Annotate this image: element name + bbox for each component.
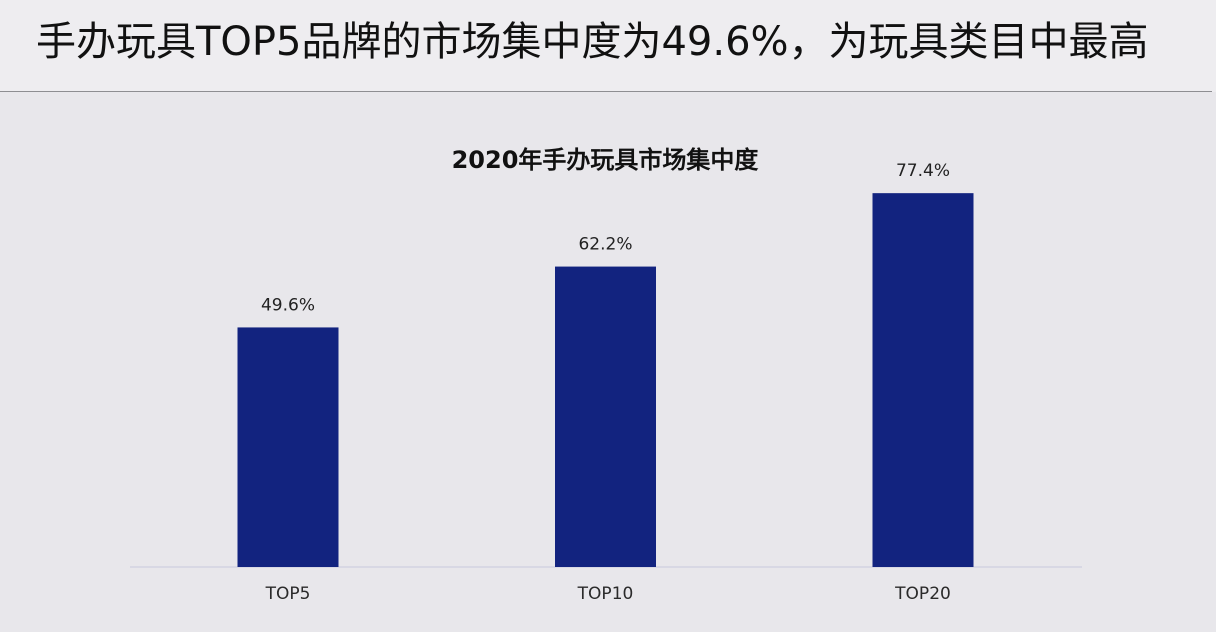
header-divider [0, 91, 1212, 92]
x-tick-labels: TOP5 TOP10 TOP20 [265, 584, 951, 604]
tick-label-top20: TOP20 [894, 584, 951, 604]
data-labels: 49.6% 62.2% 77.4% [261, 161, 950, 315]
data-label-top10: 62.2% [578, 235, 632, 255]
slide-title: 手办玩具TOP5品牌的市场集中度为49.6%，为玩具类目中最高 [36, 19, 1149, 65]
bar-top10 [555, 266, 656, 567]
bar-series [237, 193, 974, 567]
slide-header: 手办玩具TOP5品牌的市场集中度为49.6%，为玩具类目中最高 [0, 0, 1216, 92]
data-label-top5: 49.6% [261, 295, 315, 315]
data-label-top20: 77.4% [896, 161, 950, 181]
bar-top5 [237, 327, 339, 567]
chart-title: 2020年手办玩具市场集中度 [452, 146, 760, 174]
tick-label-top10: TOP10 [577, 584, 634, 604]
tick-label-top5: TOP5 [265, 584, 311, 604]
bar-top20 [872, 193, 974, 567]
